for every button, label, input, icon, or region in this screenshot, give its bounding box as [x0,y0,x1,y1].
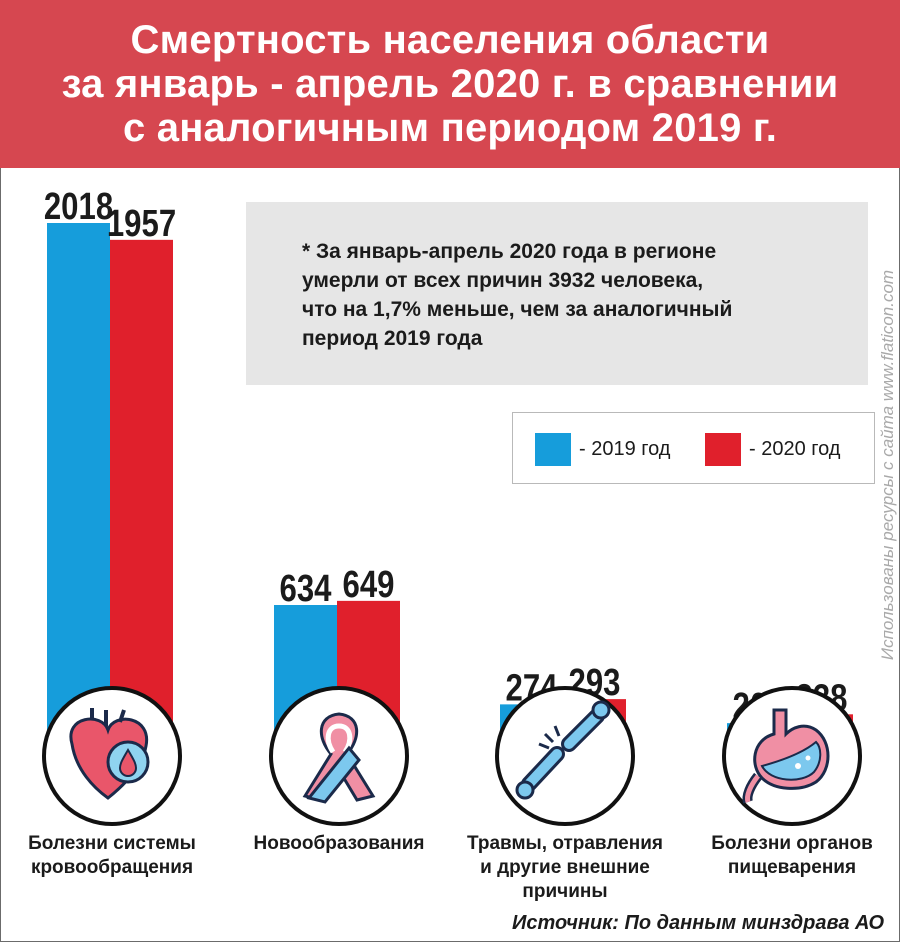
title-banner: Смертность населения области за январь -… [0,0,900,168]
legend-label-2019: - 2019 год [579,438,671,460]
category-label-4-line-2: пищеварения [727,857,857,878]
value-label-2019-cat-2: 634 [280,568,333,610]
note-box: * За январь-апрель 2020 года в регионе у… [246,202,868,385]
legend-item-2020: - 2020 год [705,433,840,466]
category-label-3-line-3: причины [522,881,608,902]
title-line-3: с аналогичным периодом 2019 г. [122,106,778,150]
category-label-3: Травмы, отравления и другие внешние причин… [455,832,675,904]
ribbon-icon [302,712,376,804]
category-label-1-line-1: Болезни системы [28,833,196,854]
category-label-1: Болезни системы кровообращения [2,832,222,880]
title-line-2: за январь - апрель 2020 г. в сравнении [61,62,839,106]
icon-circle-3 [495,686,635,826]
note-line-2: умерли от всех причин 3932 человека, [302,269,704,292]
source-note: Источник: По данным минздрава АО [511,912,884,934]
side-credit: Использованы ресурсы с сайта www.flatico… [878,269,897,661]
note-line-4: период 2019 года [302,327,483,350]
category-label-2: Новообразования [229,832,449,856]
title-line-1: Смертность населения области [130,18,770,62]
category-label-3-line-1: Травмы, отравления [467,833,663,854]
broken-bone-icon [515,700,611,800]
legend-label-2020: - 2020 год [749,438,841,460]
note-line-1: * За январь-апрель 2020 года в регионе [302,240,717,263]
legend: - 2019 год - 2020 год [512,412,875,484]
note-line-3: что на 1,7% меньше, чем за аналогичный [302,298,733,321]
category-label-1-line-2: кровообращения [30,857,194,878]
heart-icon [69,708,150,800]
category-label-3-line-2: и другие внешние [480,857,650,878]
stomach-icon [742,708,830,804]
legend-swatch-2020 [705,433,741,466]
category-label-4: Болезни органов пищеварения [682,832,900,880]
category-label-2-line-1: Новообразования [253,833,425,854]
legend-item-2019: - 2019 год [535,433,670,466]
note-text: * За январь-апрель 2020 года в регионе у… [302,237,842,353]
category-label-4-line-1: Болезни органов [711,833,873,854]
legend-swatch-2019 [535,433,571,466]
value-label-2020-cat-2: 649 [343,564,395,606]
value-label-2020-cat-1: 1957 [107,203,176,245]
value-label-2019-cat-1: 2018 [44,186,113,228]
